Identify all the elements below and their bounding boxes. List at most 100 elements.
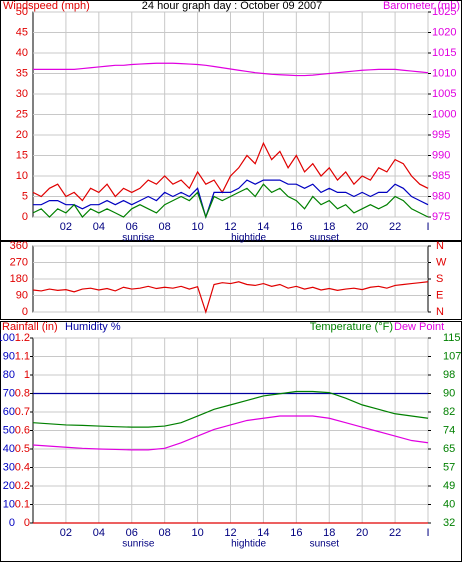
y3-tick-label: 1 bbox=[24, 369, 30, 381]
y-tick-label: 15 bbox=[16, 149, 28, 161]
x-tick-label: I bbox=[426, 221, 429, 233]
y3-tick-label: 0.8 bbox=[15, 387, 30, 399]
x-tick-label: 12 bbox=[224, 527, 236, 539]
x-tick-label: 16 bbox=[290, 527, 302, 539]
y-tick-label: 5 bbox=[22, 190, 28, 202]
x-tick-label: 14 bbox=[257, 527, 269, 539]
y3-tick-label: 0.4 bbox=[15, 461, 30, 473]
y-tick-label: 30 bbox=[3, 461, 15, 473]
y2-tick-label: 985 bbox=[432, 170, 450, 182]
y-tick-label: 50 bbox=[3, 424, 15, 436]
annotation: hightide bbox=[231, 233, 266, 244]
y-tick-label: 70 bbox=[3, 387, 15, 399]
y-tick-label: 180 bbox=[10, 273, 28, 285]
annotation: hightide bbox=[231, 539, 266, 550]
y2-tick-label: 98 bbox=[443, 369, 455, 381]
y-tick-label: 0 bbox=[22, 211, 28, 223]
y3-tick-label: 0.6 bbox=[15, 424, 30, 436]
y2-tick-label: 1010 bbox=[432, 67, 456, 79]
y2-tick-label: S bbox=[436, 273, 443, 285]
x-tick-label: I bbox=[426, 527, 429, 539]
x-tick-label: 18 bbox=[323, 221, 335, 233]
y2-tick-label: 980 bbox=[432, 190, 450, 202]
y-tick-label: 90 bbox=[3, 350, 15, 362]
x-tick-label: 20 bbox=[356, 527, 368, 539]
x-tick-label: 22 bbox=[389, 221, 401, 233]
y2-tick-label: 115 bbox=[443, 332, 461, 344]
y-tick-label: 40 bbox=[3, 443, 15, 455]
annotation: sunrise bbox=[122, 233, 155, 244]
series-line bbox=[32, 183, 429, 219]
x-tick-label: 22 bbox=[389, 527, 401, 539]
x-tick-label: 04 bbox=[93, 221, 105, 233]
y2-tick-label: 990 bbox=[432, 149, 450, 161]
series-line bbox=[32, 281, 429, 315]
series-line bbox=[33, 62, 429, 77]
y3-tick-label: 1.2 bbox=[15, 332, 30, 344]
y2-tick-label: 57 bbox=[443, 461, 455, 473]
y2-axis-label: Barometer (mb) bbox=[383, 0, 460, 12]
x-tick-label: 08 bbox=[159, 221, 171, 233]
x-tick-label: 20 bbox=[356, 221, 368, 233]
y2-tick-label: 1000 bbox=[432, 108, 456, 120]
series-line bbox=[32, 141, 429, 202]
y2-tick-label: 1025 bbox=[432, 6, 456, 18]
y2-tick-label: 32 bbox=[443, 517, 455, 529]
chart-title: 24 hour graph day : October 09 2007 bbox=[142, 0, 322, 12]
y2-tick-label: 40 bbox=[443, 498, 455, 510]
annotation: sunrise bbox=[122, 539, 155, 550]
x-tick-label: 08 bbox=[159, 527, 171, 539]
y-tick-label: 100 bbox=[0, 332, 15, 344]
y-tick-label: 10 bbox=[16, 170, 28, 182]
y3-tick-label: 0 bbox=[24, 517, 30, 529]
y-tick-label: 10 bbox=[3, 498, 15, 510]
y-tick-label: 360 bbox=[10, 240, 28, 252]
y-tick-label: 45 bbox=[16, 26, 28, 38]
y-tick-label: 60 bbox=[3, 406, 15, 418]
x-tick-label: 10 bbox=[191, 221, 203, 233]
y2-tick-label: 1015 bbox=[432, 47, 456, 59]
annotation: sunset bbox=[310, 233, 340, 244]
y3-tick-label: 0.1 bbox=[15, 498, 30, 510]
annotation: sunset bbox=[310, 539, 340, 550]
x-tick-label: 16 bbox=[290, 221, 302, 233]
x-tick-label: 04 bbox=[93, 527, 105, 539]
y2-tick-label: 90 bbox=[443, 387, 455, 399]
legend-label: Humidity % bbox=[65, 321, 121, 333]
y2-tick-label: 975 bbox=[432, 211, 450, 223]
legend-label: Dew Point bbox=[394, 321, 444, 333]
y2-tick-label: 49 bbox=[443, 480, 455, 492]
x-tick-label: 06 bbox=[126, 527, 138, 539]
x-tick-label: 18 bbox=[323, 527, 335, 539]
y3-tick-label: 0.5 bbox=[15, 443, 30, 455]
series-line bbox=[32, 415, 429, 451]
legend-label: Rainfall (in) bbox=[2, 321, 58, 333]
series-line bbox=[33, 179, 429, 220]
y-axis-label: Windspeed (mph) bbox=[3, 0, 90, 12]
y3-tick-label: 0.2 bbox=[15, 480, 30, 492]
y-tick-label: 0 bbox=[9, 517, 15, 529]
y2-tick-label: 107 bbox=[443, 350, 461, 362]
y2-tick-label: 1005 bbox=[432, 88, 456, 100]
series-line bbox=[32, 390, 429, 428]
y-tick-label: 35 bbox=[16, 67, 28, 79]
x-tick-label: 14 bbox=[257, 221, 269, 233]
y-tick-label: 30 bbox=[16, 88, 28, 100]
y-tick-label: 0 bbox=[22, 306, 28, 318]
y2-tick-label: N bbox=[436, 240, 444, 252]
x-tick-label: 06 bbox=[126, 221, 138, 233]
y-tick-label: 90 bbox=[16, 289, 28, 301]
y2-tick-label: N bbox=[436, 306, 444, 318]
y2-tick-label: 1020 bbox=[432, 26, 456, 38]
y-tick-label: 40 bbox=[16, 47, 28, 59]
y2-tick-label: E bbox=[436, 289, 443, 301]
y2-tick-label: W bbox=[436, 256, 447, 268]
y2-tick-label: 82 bbox=[443, 406, 455, 418]
y-tick-label: 80 bbox=[3, 369, 15, 381]
legend-label: Temperature (°F) bbox=[310, 321, 393, 333]
y2-tick-label: 65 bbox=[443, 443, 455, 455]
y-tick-label: 50 bbox=[16, 6, 28, 18]
x-tick-label: 02 bbox=[60, 527, 72, 539]
y3-tick-label: 0.7 bbox=[15, 406, 30, 418]
